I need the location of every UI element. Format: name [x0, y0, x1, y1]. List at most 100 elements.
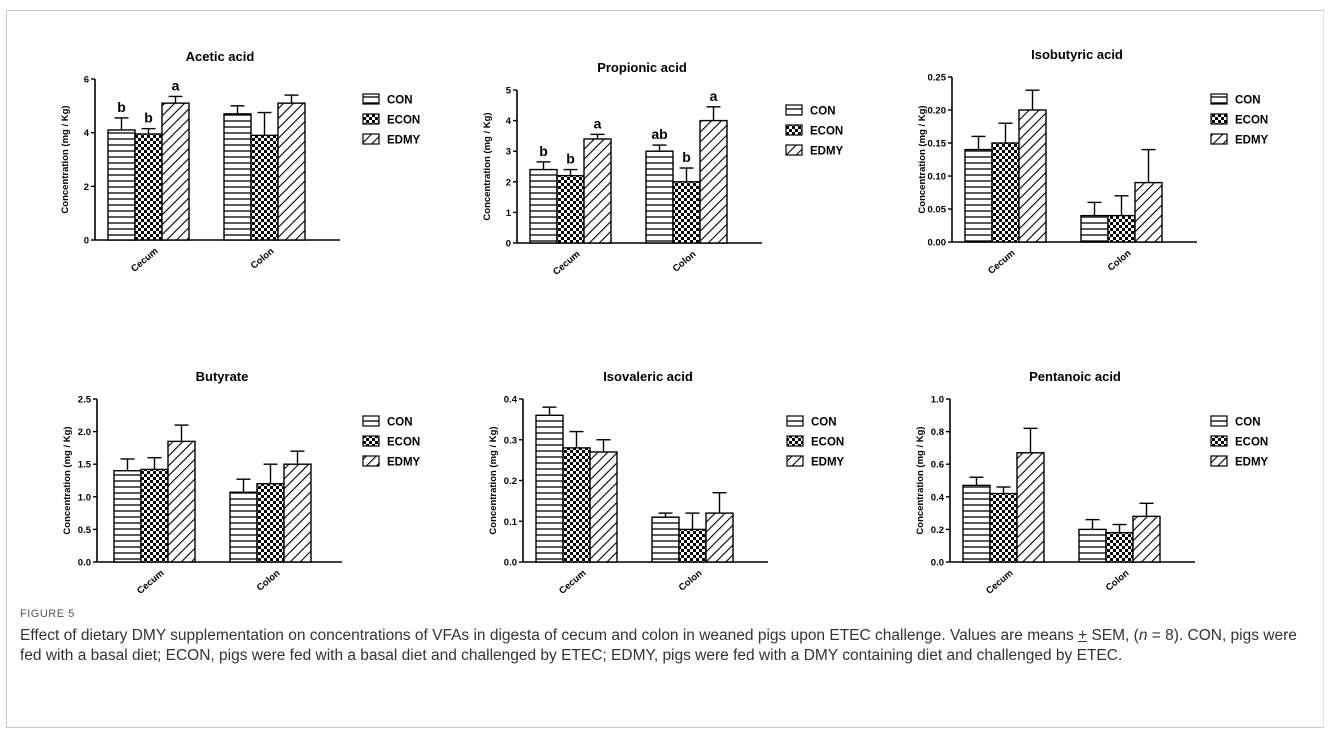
significance-letter: a [710, 88, 718, 104]
legend-label: EDMY [387, 135, 421, 147]
chart-panel-6: Pentanoic acid Concentration (mg / Kg) 0.0… [915, 369, 1269, 597]
chart-title: Isobutyric acid [1031, 47, 1123, 62]
significance-letter: b [117, 99, 126, 115]
significance-letter: b [682, 149, 691, 165]
legend-swatch-con [786, 415, 804, 427]
legend-swatch-con [1210, 93, 1228, 105]
legend-label: CON [387, 417, 413, 429]
legend-label: ECON [1235, 115, 1268, 127]
y-tick-label: 0.4 [504, 395, 518, 406]
bar-con-colon [645, 150, 674, 244]
y-tick-label: 5 [506, 86, 512, 97]
y-axis-label: Concentration (mg / Kg) [482, 112, 493, 220]
legend-swatch-edmy [1210, 133, 1228, 145]
legend-label: ECON [387, 437, 420, 449]
y-axis-label: Concentration (mg / Kg) [915, 426, 926, 534]
bar-con-cecum [113, 470, 142, 563]
bar-edmy-colon [1132, 515, 1161, 563]
bar-econ-cecum [989, 492, 1018, 563]
bar-econ-colon [672, 181, 701, 244]
legend-label: CON [810, 106, 836, 118]
legend-label: EDMY [1235, 457, 1269, 469]
bar-econ-cecum [556, 174, 585, 244]
y-tick-label: 0.00 [928, 238, 947, 249]
legend-swatch-econ [785, 124, 803, 136]
chart-panel-1: Acetic acid Concentration (mg / Kg) 0 2 4 6 b b… [60, 49, 421, 275]
y-tick-label: 1.0 [78, 492, 91, 503]
legend-swatch-econ [362, 435, 380, 447]
y-tick-label: 0 [84, 236, 89, 247]
legend-label: ECON [1235, 437, 1268, 449]
bar-econ-colon [256, 483, 285, 563]
legend: CON ECON EDMY [362, 93, 421, 147]
bar-con-colon [229, 491, 258, 563]
y-axis-label: Concentration (mg / Kg) [917, 105, 928, 213]
y-tick-label: 2.0 [78, 427, 91, 438]
bar-con-cecum [535, 414, 564, 563]
legend-swatch-econ [786, 435, 804, 447]
significance-letter: b [566, 151, 575, 167]
y-tick-label: 0.8 [931, 427, 944, 438]
x-tick-label: Colon [1106, 248, 1134, 274]
legend-swatch-con [1210, 415, 1228, 427]
bar-edmy-cecum [1016, 452, 1045, 563]
x-tick-label: Colon [255, 568, 283, 594]
bar-edmy-cecum [1018, 109, 1047, 243]
x-tick-label: Colon [1104, 568, 1132, 594]
x-tick-label: Colon [671, 249, 699, 275]
bar-con-cecum [529, 168, 558, 244]
y-tick-label: 0.15 [928, 139, 947, 150]
bar-con-colon [223, 113, 252, 241]
x-tick-label: Cecum [135, 568, 166, 597]
legend-label: EDMY [810, 146, 844, 158]
bar-econ-colon [678, 528, 707, 563]
significance-letter: b [144, 110, 153, 126]
bar-con-cecum [964, 148, 993, 243]
y-tick-label: 1 [506, 208, 512, 219]
chart-title: Pentanoic acid [1029, 369, 1121, 384]
x-tick-label: Cecum [984, 568, 1015, 597]
y-tick-label: 0.05 [928, 205, 947, 216]
bar-econ-colon [1107, 214, 1136, 243]
y-tick-label: 0.20 [928, 106, 947, 117]
legend-label: CON [1235, 95, 1261, 107]
figure-frame [6, 10, 1324, 728]
y-tick-label: 0.0 [931, 558, 944, 569]
y-tick-label: 0.6 [931, 460, 944, 471]
legend-swatch-con [785, 104, 803, 116]
bar-edmy-cecum [589, 451, 618, 563]
y-tick-label: 0.1 [504, 517, 518, 528]
y-tick-label: 0.3 [504, 435, 517, 446]
legend-swatch-econ [1210, 113, 1228, 125]
significance-letter: ab [651, 126, 667, 142]
legend-swatch-edmy [362, 455, 380, 467]
legend-label: CON [387, 95, 413, 107]
legend-swatch-econ [1210, 435, 1228, 447]
legend-swatch-econ [362, 113, 380, 125]
figure-caption: Effect of dietary DMY supplementation on… [20, 627, 1297, 664]
figure-label: FIGURE 5 [20, 608, 75, 620]
bar-edmy-cecum [167, 440, 196, 563]
y-tick-label: 0 [506, 239, 511, 250]
y-tick-label: 0.0 [78, 558, 91, 569]
y-tick-label: 0.4 [931, 492, 945, 503]
x-tick-label: Cecum [129, 246, 160, 275]
bar-econ-cecum [134, 133, 163, 241]
y-tick-label: 1.5 [78, 460, 92, 471]
x-tick-label: Cecum [986, 248, 1017, 277]
legend-swatch-edmy [786, 455, 804, 467]
legend: CON ECON EDMY [362, 415, 421, 469]
bar-edmy-cecum [161, 102, 190, 241]
y-tick-label: 2 [506, 177, 511, 188]
legend-swatch-con [362, 93, 380, 105]
bar-edmy-colon [699, 119, 728, 244]
bar-edmy-colon [283, 463, 312, 563]
legend: CON ECON EDMY [1210, 415, 1269, 469]
x-tick-label: Colon [249, 246, 277, 272]
y-tick-label: 6 [84, 75, 89, 86]
y-axis-label: Concentration (mg / Kg) [60, 105, 71, 213]
legend-label: ECON [387, 115, 420, 127]
y-tick-label: 0.25 [928, 73, 947, 84]
chart-panel-4: Butyrate Concentration (mg / Kg) 0.0 0.5 1.0… [62, 369, 421, 597]
